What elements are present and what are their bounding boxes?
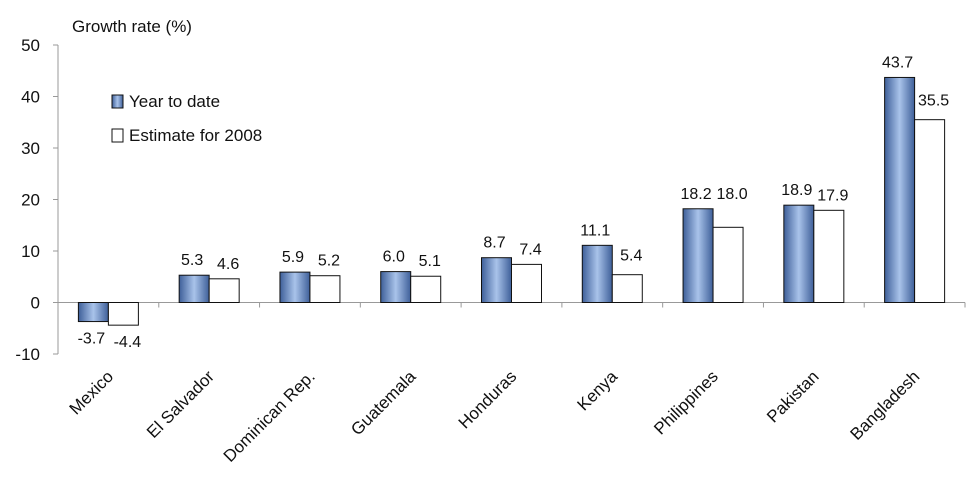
data-label-year-to-date: -3.7 — [78, 331, 106, 348]
y-axis-label: Growth rate (%) — [72, 17, 192, 36]
y-tick-label: 30 — [21, 139, 40, 158]
data-label-estimate-2008: 35.5 — [918, 93, 949, 110]
bar-estimate-2008 — [107, 302, 139, 326]
y-tick-label: 0 — [31, 294, 40, 313]
data-label-estimate-2008: -4.4 — [114, 334, 142, 351]
bar-estimate-2008 — [410, 275, 442, 303]
legend-label-year-to-date: Year to date — [129, 92, 220, 111]
bar-year-to-date — [783, 204, 815, 303]
data-label-estimate-2008: 7.4 — [519, 241, 541, 258]
bar-estimate-2008 — [208, 278, 240, 303]
bar-year-to-date — [178, 274, 210, 303]
bar-year-to-date — [884, 76, 916, 303]
x-category-label: Kenya — [574, 367, 622, 415]
y-tick-label: 40 — [21, 88, 40, 107]
bar-estimate-2008 — [309, 275, 341, 304]
legend: Year to date Estimate for 2008 — [111, 92, 262, 145]
data-label-year-to-date: 18.2 — [680, 186, 711, 203]
data-label-estimate-2008: 17.9 — [817, 187, 848, 204]
x-category-label: Honduras — [455, 367, 521, 433]
bar-estimate-2008 — [914, 119, 946, 303]
x-category-label: El Salvador — [143, 367, 218, 442]
data-label-year-to-date: 8.7 — [483, 235, 505, 252]
data-label-estimate-2008: 18.0 — [716, 186, 747, 203]
data-label-estimate-2008: 5.4 — [620, 248, 642, 265]
bar-year-to-date — [279, 271, 311, 303]
x-category-label: Guatemala — [347, 367, 420, 440]
data-label-year-to-date: 5.9 — [282, 249, 304, 266]
bar-year-to-date — [581, 244, 613, 304]
bar-estimate-2008 — [813, 209, 845, 303]
x-category-label: Bangladesh — [846, 367, 923, 444]
x-category-label: Pakistan — [763, 367, 823, 427]
data-labels: -3.7 -4.4 5.3 4.6 5.9 5.2 6.0 5.1 8.7 7.4 11.1 5.4 1… — [78, 54, 950, 351]
bar-estimate-2008 — [712, 226, 744, 303]
x-category-label: Philippines — [650, 367, 722, 439]
data-label-year-to-date: 11.1 — [580, 222, 610, 239]
y-tick-label: -10 — [15, 345, 40, 364]
bar-year-to-date — [380, 271, 412, 304]
bar-estimate-2008 — [511, 263, 542, 304]
y-tick-label: 10 — [21, 242, 40, 261]
bars — [77, 76, 946, 326]
y-tick-label: 50 — [21, 36, 40, 55]
x-category-label: Dominican Rep. — [220, 367, 319, 466]
data-label-year-to-date: 6.0 — [383, 249, 405, 266]
bar-year-to-date — [481, 257, 512, 304]
legend-swatch-year-to-date — [111, 94, 124, 109]
bar-estimate-2008 — [611, 274, 643, 304]
data-label-estimate-2008: 5.2 — [318, 253, 340, 270]
x-category-label: Mexico — [66, 367, 118, 419]
legend-label-estimate-2008: Estimate for 2008 — [129, 126, 262, 145]
legend-swatch-estimate-2008 — [111, 128, 124, 143]
data-label-year-to-date: 18.9 — [781, 182, 812, 199]
data-label-year-to-date: 5.3 — [181, 252, 203, 269]
bar-year-to-date — [682, 208, 714, 304]
data-label-year-to-date: 43.7 — [882, 54, 913, 71]
y-tick-label: 20 — [21, 191, 40, 210]
bar-year-to-date — [77, 302, 109, 323]
data-label-estimate-2008: 4.6 — [217, 256, 239, 273]
data-label-estimate-2008: 5.1 — [419, 253, 441, 270]
